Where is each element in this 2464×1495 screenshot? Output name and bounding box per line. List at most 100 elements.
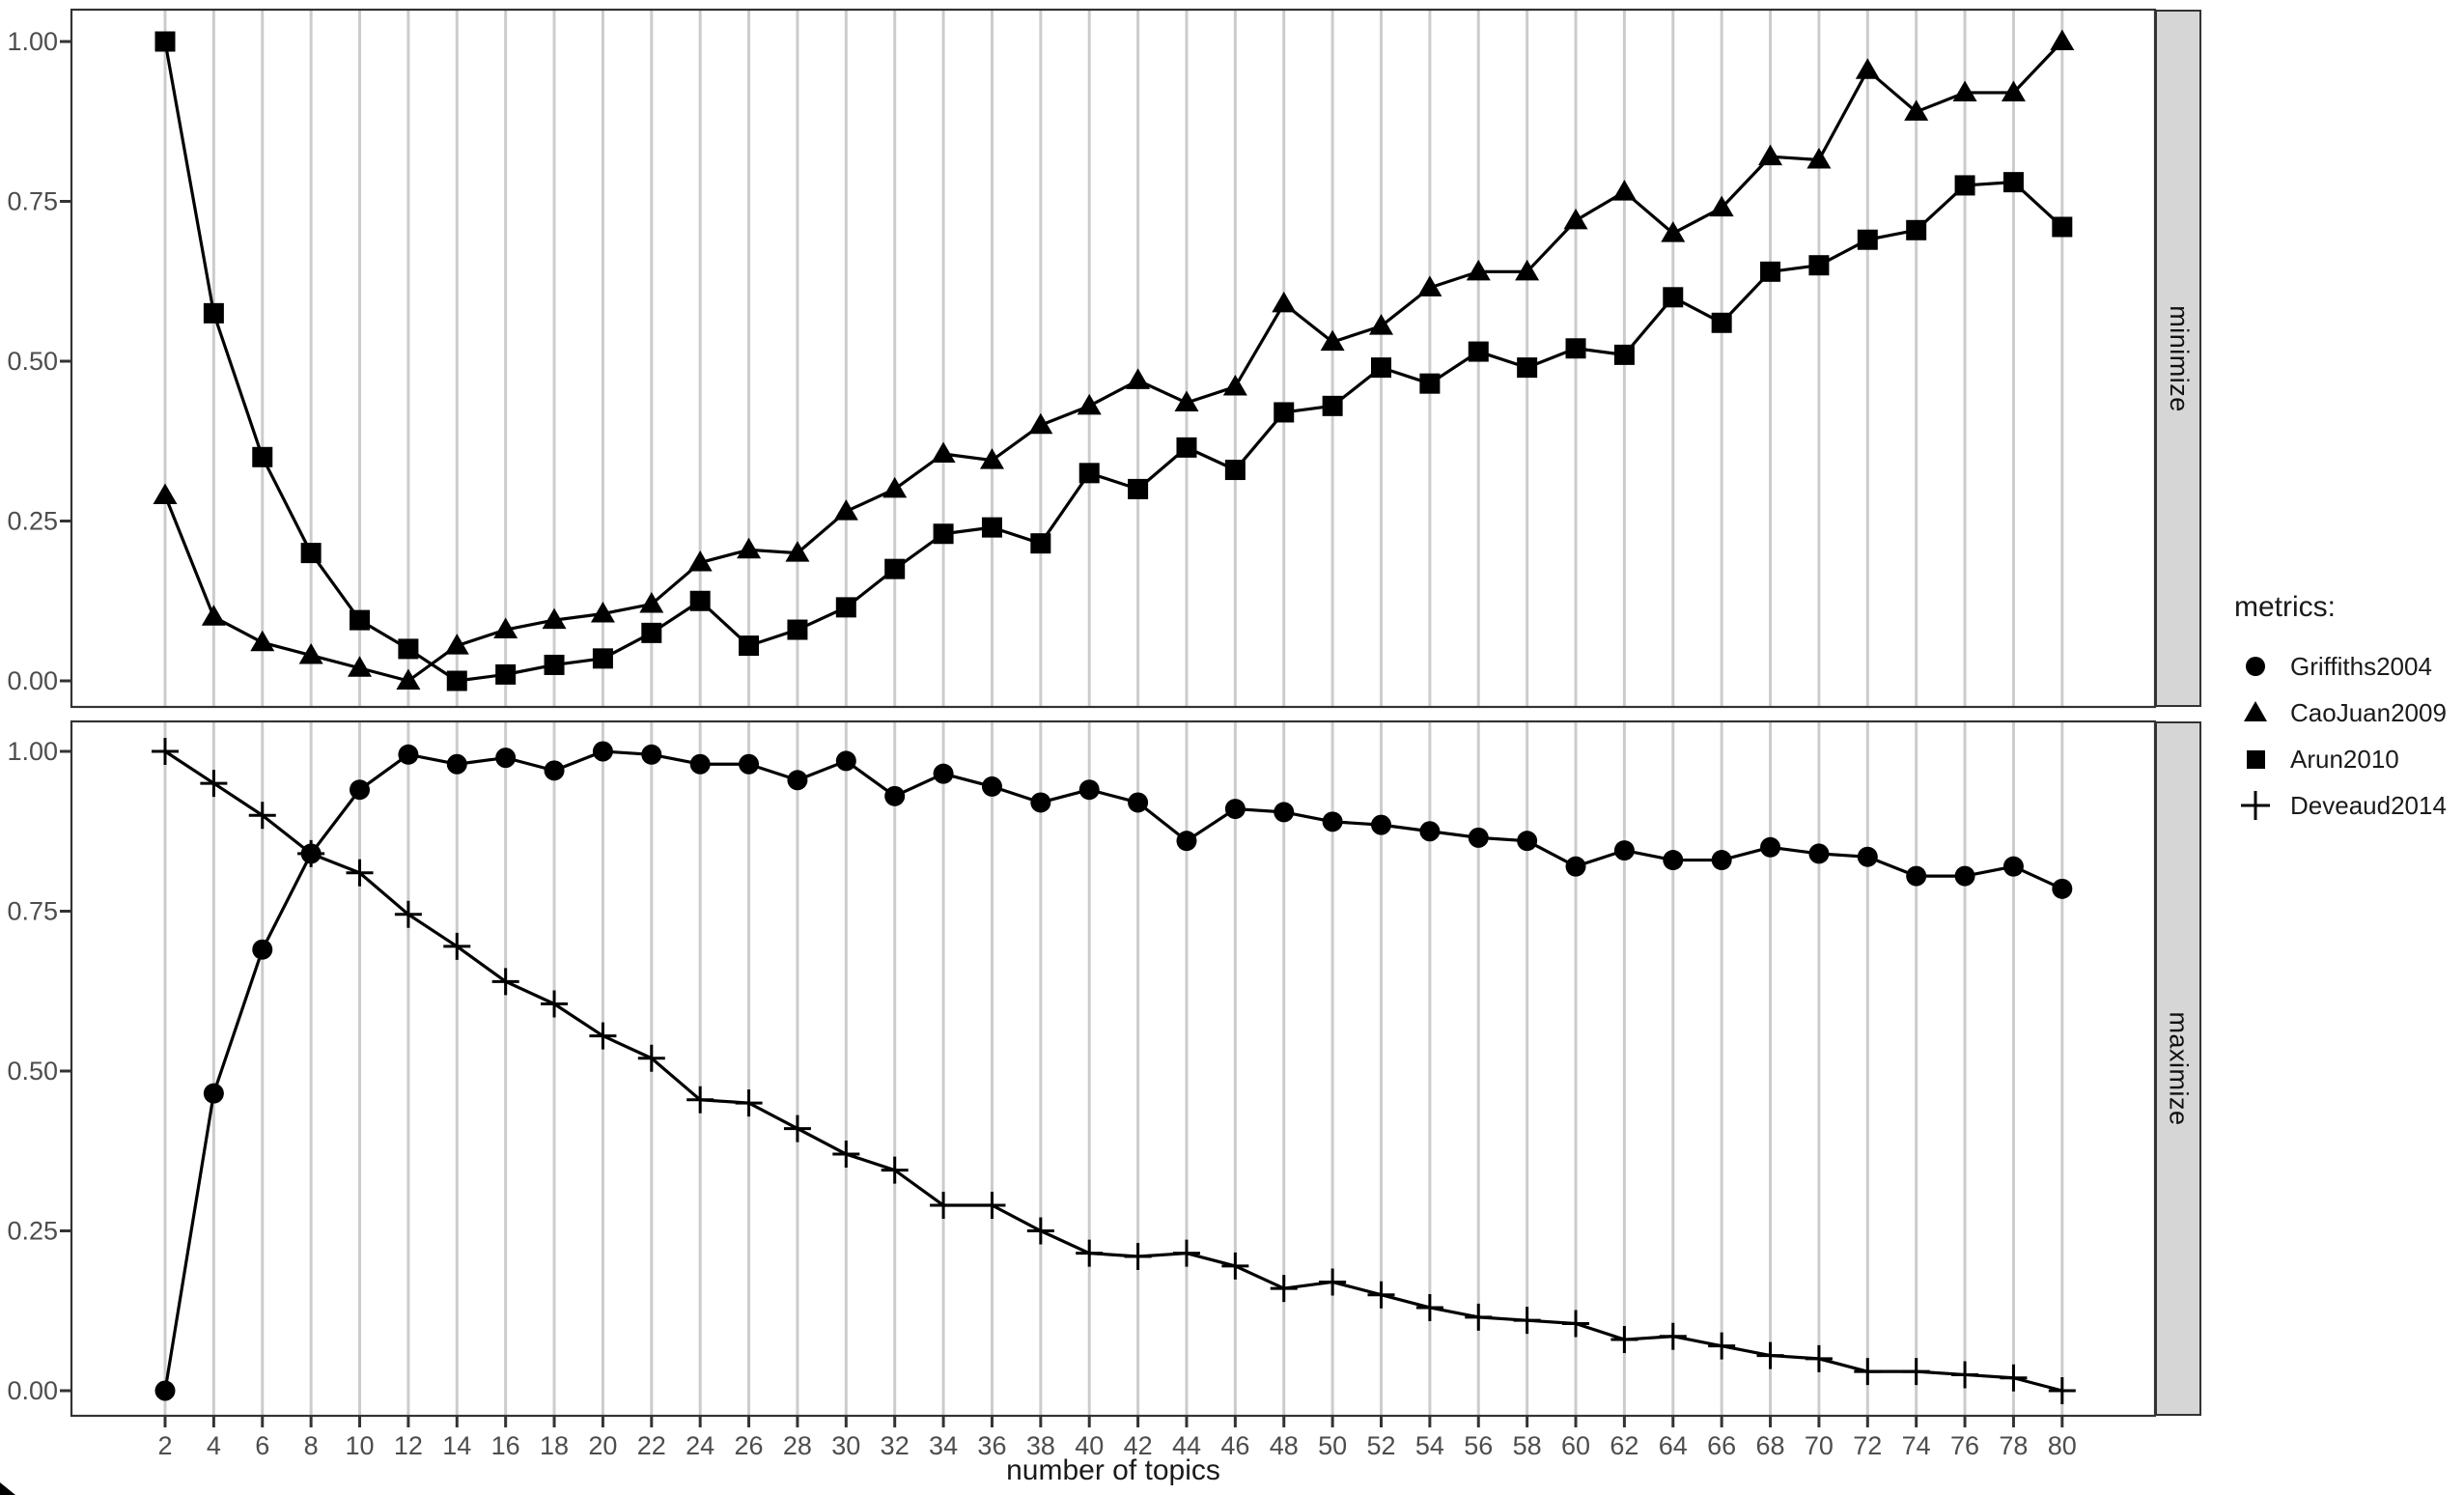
marker-square-arun2010 xyxy=(1176,437,1197,458)
marker-triangle-caojuan2009 xyxy=(201,605,226,626)
marker-circle-griffiths2004 xyxy=(1517,831,1538,852)
marker-square-arun2010 xyxy=(1760,261,1781,282)
marker-plus-deveaud2014 xyxy=(2000,1364,2028,1392)
series-line-caojuan2009 xyxy=(163,40,2063,683)
x-tick-label: 34 xyxy=(929,1431,958,1460)
marker-triangle-caojuan2009 xyxy=(1611,180,1637,201)
marker-circle-griffiths2004 xyxy=(981,776,1002,797)
marker-plus-deveaud2014 xyxy=(686,1086,714,1114)
marker-plus-deveaud2014 xyxy=(832,1141,860,1169)
y-tick-label: 0.50 xyxy=(7,347,58,376)
marker-circle-griffiths2004 xyxy=(1322,811,1343,832)
marker-square-arun2010 xyxy=(1663,287,1684,308)
marker-plus-deveaud2014 xyxy=(1513,1307,1541,1335)
marker-circle-griffiths2004 xyxy=(203,1083,224,1104)
legend-item-griffiths2004: Griffiths2004 xyxy=(2234,643,2447,690)
marker-plus-deveaud2014 xyxy=(1465,1303,1493,1331)
marker-triangle-caojuan2009 xyxy=(542,607,567,630)
y-tick-label: 0.75 xyxy=(7,187,58,216)
x-tick-label: 66 xyxy=(1707,1431,1736,1460)
marker-circle-griffiths2004 xyxy=(689,753,711,775)
marker-circle-griffiths2004 xyxy=(1565,856,1586,877)
marker-square-arun2010 xyxy=(884,558,906,579)
x-tick-label: 20 xyxy=(588,1431,617,1460)
marker-square-arun2010 xyxy=(2002,172,2024,193)
marker-square-arun2010 xyxy=(350,609,371,631)
marker-circle-griffiths2004 xyxy=(1030,792,1051,813)
marker-square-arun2010 xyxy=(203,302,224,324)
marker-plus-deveaud2014 xyxy=(1319,1268,1347,1296)
marker-triangle-caojuan2009 xyxy=(298,643,323,664)
x-tick-label: 60 xyxy=(1561,1431,1590,1460)
y-tick-label: 0.75 xyxy=(7,897,58,926)
x-tick-label: 64 xyxy=(1659,1431,1688,1460)
marker-triangle-caojuan2009 xyxy=(737,537,762,559)
x-tick-label: 4 xyxy=(207,1431,221,1460)
marker-circle-griffiths2004 xyxy=(1906,865,1927,887)
legend-item-label: Griffiths2004 xyxy=(2290,651,2432,681)
x-tick-label: 46 xyxy=(1220,1431,1249,1460)
series-line-deveaud2014 xyxy=(164,749,2063,1393)
marker-plus-deveaud2014 xyxy=(783,1114,811,1142)
y-tick-label: 1.00 xyxy=(7,737,58,766)
marker-triangle-caojuan2009 xyxy=(1466,259,1491,281)
marker-circle-griffiths2004 xyxy=(592,741,613,762)
x-tick-label: 8 xyxy=(304,1431,319,1460)
marker-circle-griffiths2004 xyxy=(1760,836,1781,858)
x-tick-label: 14 xyxy=(442,1431,471,1460)
marker-square-arun2010 xyxy=(495,663,517,685)
x-tick-label: 54 xyxy=(1415,1431,1444,1460)
marker-plus-deveaud2014 xyxy=(1902,1358,1930,1386)
facet-strip-minimize: minimize xyxy=(2155,10,2201,707)
facet-strip-minimize-label: minimize xyxy=(2164,304,2194,412)
marker-triangle-caojuan2009 xyxy=(2001,80,2026,101)
marker-triangle-caojuan2009 xyxy=(1563,208,1588,230)
x-tick-label: 72 xyxy=(1853,1431,1882,1460)
marker-plus-deveaud2014 xyxy=(394,900,422,928)
x-tick-label: 74 xyxy=(1902,1431,1931,1460)
marker-triangle-caojuan2009 xyxy=(1417,275,1442,296)
marker-square-arun2010 xyxy=(1906,219,1927,240)
x-tick-label: 10 xyxy=(345,1431,374,1460)
marker-triangle-caojuan2009 xyxy=(1272,291,1297,313)
marker-square-arun2010 xyxy=(1468,341,1489,362)
marker-triangle-caojuan2009 xyxy=(1515,259,1540,281)
series-line-griffiths2004 xyxy=(163,749,2063,1392)
marker-circle-griffiths2004 xyxy=(641,744,662,765)
marker-triangle-caojuan2009 xyxy=(493,617,518,639)
marker-circle-griffiths2004 xyxy=(398,744,419,765)
marker-circle-griffiths2004 xyxy=(1274,802,1295,823)
y-tick-label: 0.00 xyxy=(7,1376,58,1405)
marker-circle-griffiths2004 xyxy=(1613,840,1635,861)
marker-square-arun2010 xyxy=(1322,395,1343,416)
marker-plus-deveaud2014 xyxy=(1172,1239,1200,1267)
marker-plus-deveaud2014 xyxy=(1708,1332,1736,1360)
marker-square-arun2010 xyxy=(933,523,954,545)
marker-triangle-caojuan2009 xyxy=(882,476,908,498)
marker-plus-deveaud2014 xyxy=(930,1192,958,1220)
x-tick-label: 2 xyxy=(157,1431,172,1460)
x-tick-label: 44 xyxy=(1172,1431,1201,1460)
marker-square-arun2010 xyxy=(2052,216,2073,238)
marker-square-arun2010 xyxy=(398,638,419,660)
marker-circle-griffiths2004 xyxy=(1224,799,1246,820)
marker-triangle-caojuan2009 xyxy=(444,634,469,655)
marker-plus-deveaud2014 xyxy=(152,738,179,765)
marker-square-arun2010 xyxy=(1517,357,1538,379)
marker-plus-deveaud2014 xyxy=(200,770,228,798)
facet-strip-maximize-label: maximize xyxy=(2164,1011,2194,1126)
marker-triangle-caojuan2009 xyxy=(590,601,615,623)
x-tick-label: 22 xyxy=(637,1431,666,1460)
corner-artifact xyxy=(0,1482,15,1495)
marker-square-arun2010 xyxy=(1078,463,1100,484)
marker-square-arun2010 xyxy=(154,31,176,52)
plus-marker-icon xyxy=(2241,791,2270,820)
legend-item-label: CaoJuan2009 xyxy=(2290,697,2447,727)
x-tick-label: 18 xyxy=(540,1431,569,1460)
marker-plus-deveaud2014 xyxy=(1951,1361,1979,1389)
marker-plus-deveaud2014 xyxy=(1270,1275,1298,1303)
marker-triangle-caojuan2009 xyxy=(1952,80,1977,101)
marker-square-arun2010 xyxy=(787,619,808,640)
marker-square-arun2010 xyxy=(446,670,467,691)
marker-plus-deveaud2014 xyxy=(589,1022,617,1050)
